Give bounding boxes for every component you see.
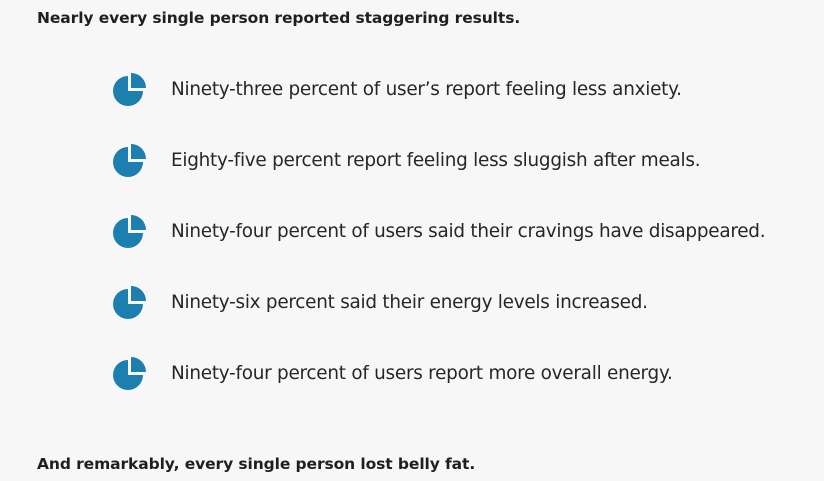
pie-chart-icon <box>113 143 147 177</box>
list-item: Ninety-three percent of user’s report fe… <box>113 72 765 106</box>
stat-text: Ninety-four percent of users said their … <box>171 220 766 242</box>
list-item: Ninety-four percent of users said their … <box>113 214 766 248</box>
intro-heading: Nearly every single person reported stag… <box>37 9 521 27</box>
stat-text: Eighty-five percent report feeling less … <box>171 149 701 171</box>
pie-chart-icon <box>113 285 147 319</box>
results-list: Ninety-three percent of user’s report fe… <box>113 72 766 390</box>
stat-text: Ninety-four percent of users report more… <box>171 362 673 384</box>
list-item: Ninety-four percent of users report more… <box>113 356 765 390</box>
pie-chart-icon <box>113 356 147 390</box>
list-item: Ninety-six percent said their energy lev… <box>113 285 765 319</box>
closing-statement: And remarkably, every single person lost… <box>37 455 476 473</box>
pie-chart-icon <box>113 214 147 248</box>
pie-chart-icon <box>113 72 147 106</box>
list-item: Eighty-five percent report feeling less … <box>113 143 765 177</box>
stat-text: Ninety-three percent of user’s report fe… <box>171 78 682 100</box>
stat-text: Ninety-six percent said their energy lev… <box>171 291 648 313</box>
